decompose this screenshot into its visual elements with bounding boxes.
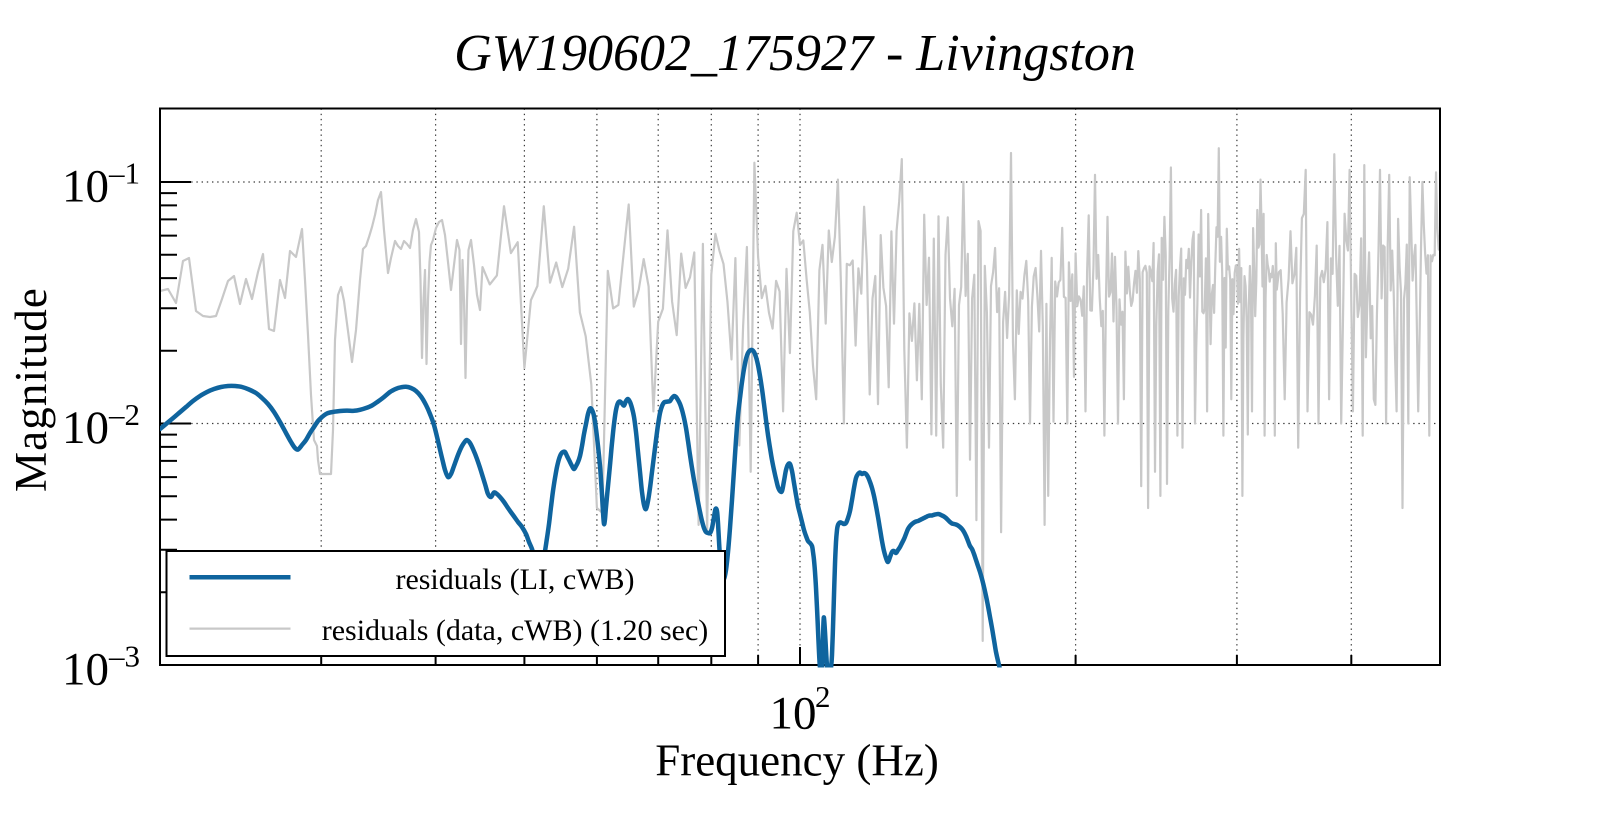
svg-text:Frequency (Hz): Frequency (Hz) xyxy=(655,736,939,786)
svg-text:residuals (data, cWB) (1.20 se: residuals (data, cWB) (1.20 sec) xyxy=(322,614,709,647)
svg-text:GW190602_175927 - Livingston: GW190602_175927 - Livingston xyxy=(454,25,1136,82)
svg-text:residuals (LI, cWB): residuals (LI, cWB) xyxy=(395,563,634,596)
svg-text:Magnitude: Magnitude xyxy=(6,287,56,492)
svg-text:2: 2 xyxy=(815,679,831,714)
svg-text:10: 10 xyxy=(770,688,817,740)
